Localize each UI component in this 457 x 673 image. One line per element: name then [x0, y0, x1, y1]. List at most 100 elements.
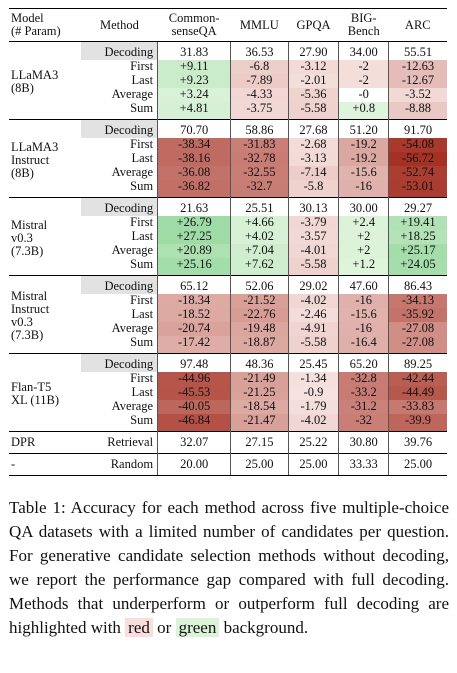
- value-cell: 52.06: [230, 275, 289, 294]
- value-cell: -1.34: [287, 371, 339, 386]
- results-table: Model (# Param) Method Common-senseQA MMLU GP…: [9, 8, 447, 476]
- method-cell: Last: [131, 151, 154, 165]
- method-cell: Decoding: [81, 197, 158, 216]
- value-cell: -22.76: [230, 307, 289, 322]
- table-row: Sum +4.81 -3.75 -5.58 +0.8 -8.88: [9, 101, 447, 120]
- value-cell: 21.63: [157, 197, 231, 216]
- model-cell: -: [9, 453, 82, 476]
- value-cell: -3.75: [230, 101, 289, 120]
- value-cell: -5.36: [287, 87, 339, 102]
- value-cell: -18.52: [157, 307, 231, 322]
- value-cell: -0.9: [287, 385, 339, 400]
- value-cell: -5.58: [287, 101, 339, 120]
- method-cell: Average: [111, 321, 154, 335]
- value-cell: -3.52: [388, 87, 447, 102]
- value-cell: -39.9: [388, 413, 447, 432]
- value-cell: -4.02: [287, 293, 339, 308]
- text-line: v0.3: [11, 230, 33, 245]
- value-cell: 47.60: [338, 275, 389, 294]
- method-cell: First: [130, 371, 154, 385]
- value-cell: +24.05: [388, 257, 447, 276]
- method-cell: Sum: [130, 257, 154, 271]
- header-cell: ARC: [388, 8, 447, 42]
- model-cell: Flan-T5 XL (11B): [9, 353, 82, 432]
- value-cell: 51.20: [338, 119, 389, 138]
- method-cell: Average: [111, 399, 154, 413]
- value-cell: -18.87: [230, 335, 289, 354]
- value-cell: 20.00: [157, 453, 231, 476]
- value-cell: 29.27: [388, 197, 447, 216]
- value-cell: -3.79: [287, 215, 339, 230]
- table-wrap: Model (# Param) Method Common-senseQA MMLU GP…: [9, 8, 447, 476]
- value-cell: -38.34: [157, 137, 231, 152]
- table-row: Sum -46.84 -21.47 -4.02 -32 -39.9: [9, 413, 447, 432]
- value-cell: -31.83: [230, 137, 289, 152]
- value-cell: -2: [338, 73, 389, 88]
- header-cell: MMLU: [230, 8, 289, 42]
- table-row: Last -38.16 -32.78 -3.13 -19.2 -56.72: [9, 151, 447, 166]
- value-cell: -5.8: [287, 179, 339, 198]
- table-row: LLaMA3 (8B) Decoding 31.83 36.53 27.90 34.00 55…: [9, 41, 447, 120]
- value-cell: 70.70: [157, 119, 231, 138]
- text-line: Common-: [168, 11, 220, 25]
- value-cell: -0: [338, 87, 389, 102]
- method-cell: Decoding: [81, 275, 158, 294]
- method-cell: First: [130, 137, 154, 151]
- model-cell: DPR: [9, 431, 82, 454]
- text-line: BIG-: [350, 11, 377, 25]
- value-cell: 48.36: [230, 353, 289, 372]
- table-row: Mistral v0.3 (7.3B) Decoding 21.63 25.51 30.13…: [9, 197, 447, 276]
- method-cell: Decoding: [81, 41, 158, 60]
- text-line: ARC: [404, 17, 431, 32]
- value-cell: -19.2: [338, 151, 389, 166]
- text-line: Mistral: [11, 289, 48, 304]
- value-cell: -20.74: [157, 321, 231, 336]
- text-line: (# Param): [11, 24, 61, 38]
- value-cell: +2: [338, 229, 389, 244]
- value-cell: -27.08: [388, 321, 447, 336]
- value-cell: -12.67: [388, 73, 447, 88]
- value-cell: +18.25: [388, 229, 447, 244]
- table-row: Mistral Instruct v0.3 (7.3B) Decoding 65.12 52…: [9, 275, 447, 354]
- value-cell: +25.16: [157, 257, 231, 276]
- method-cell: First: [130, 293, 154, 307]
- value-cell: 33.33: [338, 453, 389, 476]
- text-line: Instruct: [11, 302, 50, 317]
- method-cell: Average: [111, 87, 154, 101]
- value-cell: -2: [338, 59, 389, 74]
- value-cell: -5.58: [287, 335, 339, 354]
- value-cell: -4.01: [287, 243, 339, 258]
- value-cell: 36.53: [230, 41, 289, 60]
- model-cell: LLaMA3 (8B): [9, 41, 82, 120]
- method-cell: Average: [111, 243, 154, 257]
- text-line: Instruct: [11, 152, 50, 167]
- caption-text: or: [157, 618, 172, 637]
- value-cell: +2: [338, 243, 389, 258]
- model-cell: Mistral Instruct v0.3 (7.3B): [9, 275, 82, 354]
- value-cell: -32.55: [230, 165, 289, 180]
- text-line: DPR: [11, 435, 36, 449]
- value-cell: -36.82: [157, 179, 231, 198]
- value-cell: +9.23: [157, 73, 231, 88]
- value-cell: +19.41: [388, 215, 447, 230]
- value-cell: 29.02: [287, 275, 339, 294]
- method-cell: Last: [131, 385, 154, 399]
- value-cell: -54.08: [388, 137, 447, 152]
- value-cell: 55.51: [388, 41, 447, 60]
- table-row: Flan-T5 XL (11B) Decoding 97.48 48.36 25.45 65…: [9, 353, 447, 432]
- value-cell: -16: [338, 179, 389, 198]
- value-cell: -3.13: [287, 151, 339, 166]
- value-cell: -5.58: [287, 257, 339, 276]
- table-row: First -18.34 -21.52 -4.02 -16 -34.13: [9, 293, 447, 308]
- model-cell: Mistral v0.3 (7.3B): [9, 197, 82, 276]
- value-cell: +27.25: [157, 229, 231, 244]
- method-cell: Average: [111, 165, 154, 179]
- text-line: (7.3B): [11, 243, 44, 258]
- text-line: (7.3B): [11, 328, 44, 343]
- method-cell: Last: [131, 307, 154, 321]
- text-line: GPQA: [296, 17, 331, 32]
- value-cell: -21.49: [230, 371, 289, 386]
- table-row: Sum +25.16 +7.62 -5.58 +1.2 +24.05: [9, 257, 447, 276]
- value-cell: +26.79: [157, 215, 231, 230]
